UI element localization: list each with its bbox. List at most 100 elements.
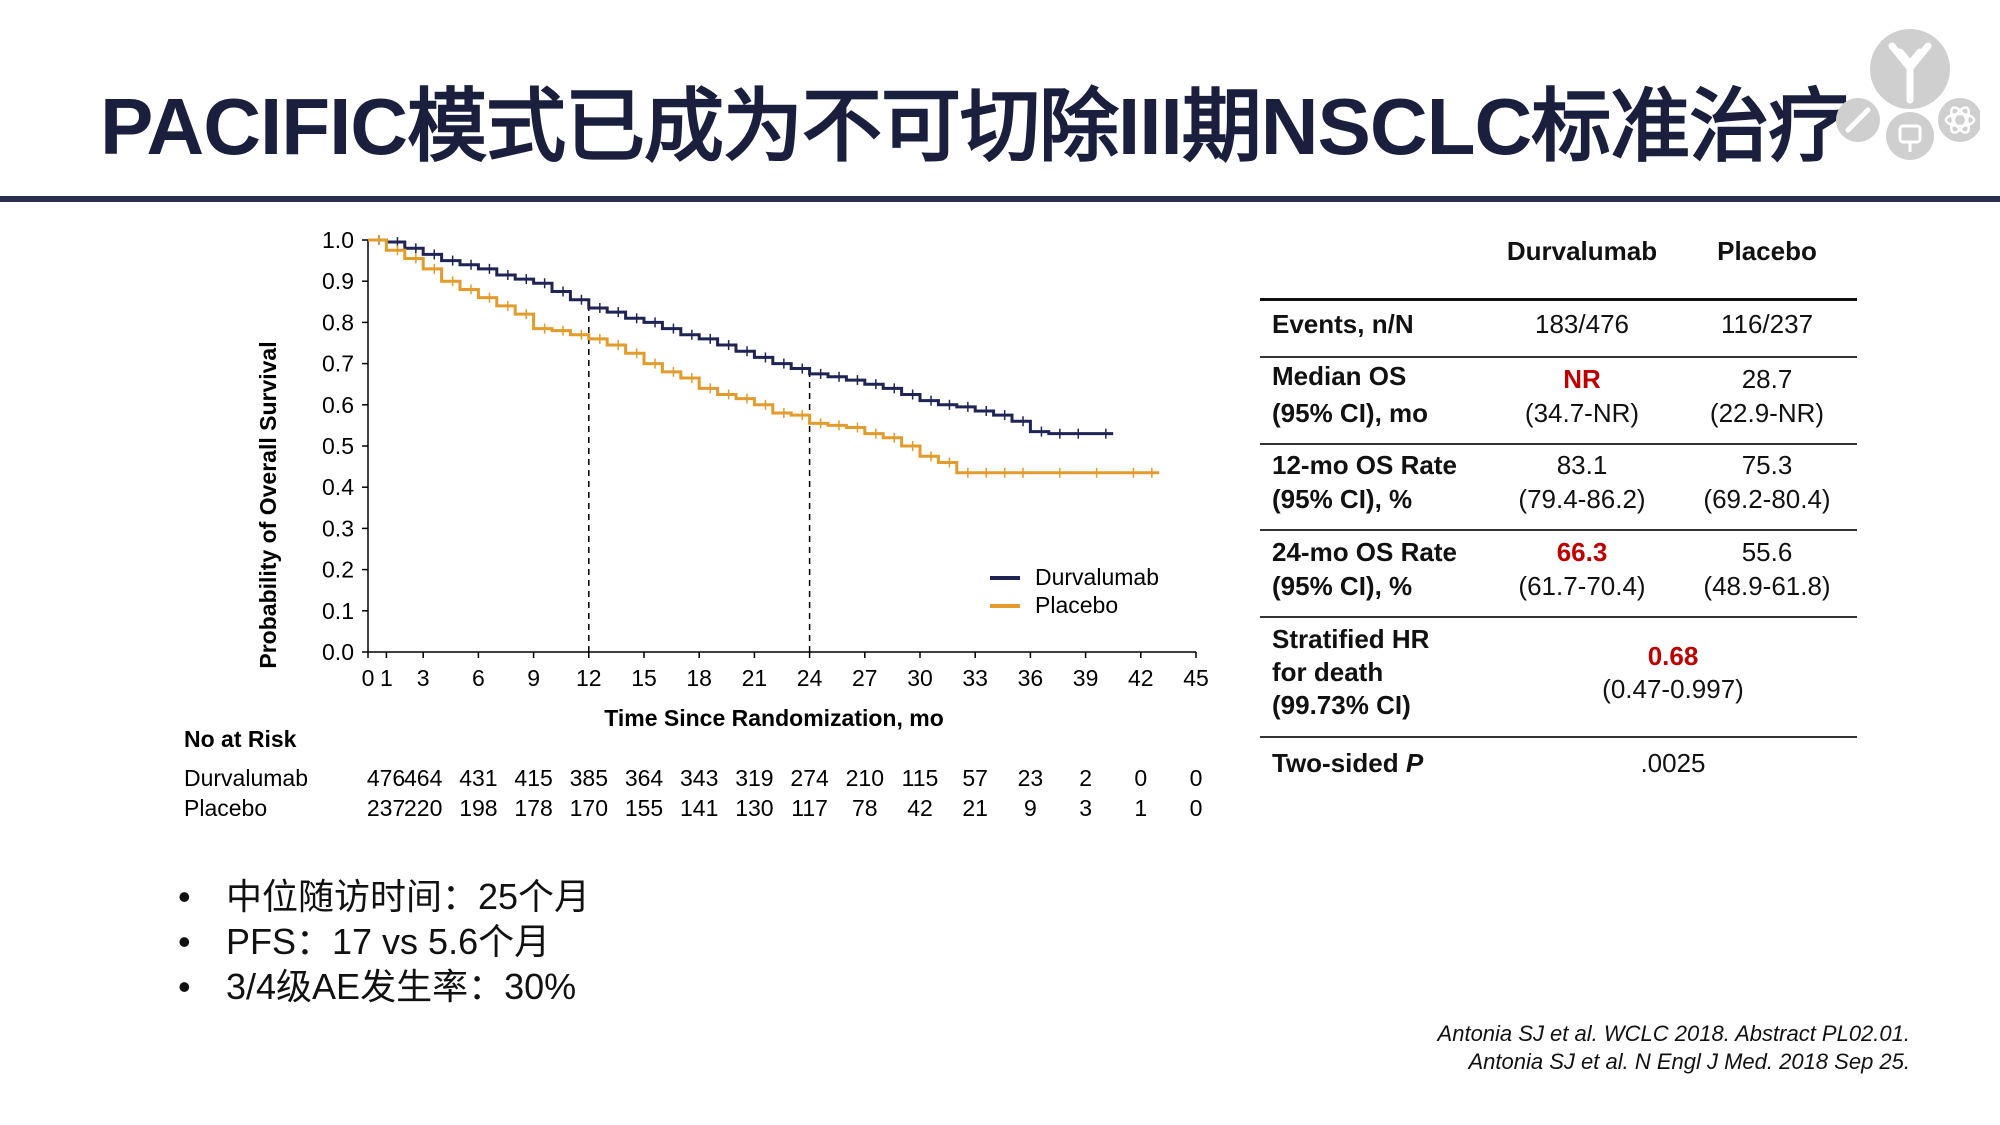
x-tick-label: 15 [631,665,657,691]
cell-median-os-placebo-ci: (22.9-NR) [1709,398,1825,428]
cell-24mo-durva-ci: (61.7-70.4) [1518,571,1646,601]
row-label-12mo-1: 12-mo OS Rate [1272,450,1457,480]
risk-value: 431 [459,765,497,791]
cell-24mo-placebo: 55.6 [1741,537,1793,567]
risk-value: 78 [852,795,878,821]
cell-hr-value: 0.68 [1647,641,1699,671]
x-tick-label: 1 [380,665,393,691]
risk-value: 117 [791,795,828,821]
y-tick-label: 0.5 [322,433,354,459]
cell-12mo-durva: 83.1 [1556,450,1608,480]
risk-value: 319 [735,765,773,791]
bullet-item: • 3/4级AE发生率：30% [178,966,577,1007]
tick-labels: 0.00.10.20.30.40.50.60.70.80.91.00 1 3 6 9 12… [322,227,1209,691]
cell-12mo-placebo-ci: (69.2-80.4) [1703,484,1831,514]
cell-p-value: .0025 [1640,748,1706,778]
risk-value: 170 [570,795,608,821]
risk-value: 57 [962,765,988,791]
risk-value: 464 [404,765,443,791]
x-tick-label: 12 [576,665,602,691]
reference-line: Antonia SJ et al. WCLC 2018. Abstract PL… [1437,1021,1910,1046]
table-rule [1260,736,1857,738]
bullet-item: • 中位随访时间：25个月 [178,876,591,917]
table-rule [1260,529,1857,531]
risk-value: 42 [907,795,933,821]
row-label-24mo-1: 24-mo OS Rate [1272,537,1457,567]
risk-value: 0 [1190,765,1203,791]
risk-value: 237 [367,795,405,821]
table-rule [1260,616,1857,618]
row-label-median-os-1: Median OS [1272,361,1407,391]
reference-lines [588,307,811,652]
row-label-12mo-2: (95% CI), % [1272,484,1413,514]
x-tick-label: 9 [527,665,540,691]
x-tick-label: 42 [1128,665,1154,691]
bullet-item: • PFS：17 vs 5.6个月 [178,921,551,962]
col-header-durvalumab: Durvalumab [1506,236,1658,266]
references: Antonia SJ et al. WCLC 2018. Abstract PL… [1438,1020,1910,1076]
km-curve-placebo [368,238,1160,475]
table-rule [1260,443,1857,445]
legend: Durvalumab Placebo [990,564,1159,618]
risk-value: 0 [1190,795,1203,821]
table-rule [1260,356,1857,358]
risk-value: 274 [790,765,829,791]
x-tick-label: 21 [742,665,768,691]
risk-value: 2 [1079,765,1092,791]
x-tick-label: 45 [1183,665,1209,691]
y-tick-label: 0.7 [322,351,354,377]
y-tick-label: 0.6 [322,392,354,418]
y-axis-label: Probability of Overall Survival [255,341,281,668]
x-tick-label: 27 [852,665,878,691]
risk-value: 3 [1079,795,1092,821]
risk-value: 210 [846,765,884,791]
x-tick-label: 3 [417,665,430,691]
cell-events-placebo: 116/237 [1720,309,1814,339]
x-tick-label: 39 [1073,665,1099,691]
risk-value: 0 [1134,765,1147,791]
x-tick-label: 30 [907,665,933,691]
cell-median-os-durva-ci: (34.7-NR) [1524,398,1640,428]
x-tick-label: 36 [1018,665,1044,691]
x-axis-label: Time Since Randomization, mo [604,705,944,731]
y-tick-label: 0.0 [322,639,354,665]
key-points-list: • 中位随访时间：25个月 • PFS：17 vs 5.6个月 • 3/4级AE发生率… [178,874,590,1009]
slide-title: PACIFIC模式已成为不可切除III期NSCLC标准治疗 [100,82,1848,171]
risk-value: 415 [514,765,552,791]
risk-value: 155 [625,795,663,821]
risk-value: 178 [514,795,552,821]
y-tick-label: 0.2 [322,557,354,583]
cell-median-os-placebo: 28.7 [1741,364,1793,394]
y-tick-label: 0.3 [322,515,354,541]
x-tick-label: 24 [797,665,823,691]
km-curve-durvalumab [368,238,1114,436]
y-tick-label: 0.8 [322,309,354,335]
y-tick-label: 0.4 [322,474,354,500]
risk-value: 21 [962,795,988,821]
risk-value: 9 [1024,795,1037,821]
antibody-molecule-logo-icon [1836,29,1980,160]
risk-value: 385 [570,765,608,791]
legend-label-placebo: Placebo [1035,592,1118,618]
risk-value: 115 [902,765,939,791]
cell-median-os-durva: NR [1563,364,1601,394]
y-tick-label: 1.0 [322,227,354,253]
row-label-24mo-2: (95% CI), % [1272,571,1413,601]
risk-value: 220 [404,795,442,821]
risk-value: 364 [625,765,664,791]
x-tick-label: 18 [686,665,712,691]
risk-value: 1 [1134,795,1147,821]
y-tick-label: 0.1 [322,598,354,624]
cell-12mo-durva-ci: (79.4-86.2) [1518,484,1646,514]
row-label-p-value: Two-sided P [1272,748,1424,778]
risk-value: 23 [1018,765,1044,791]
cell-24mo-durva: 66.3 [1556,537,1608,567]
x-tick-label: 6 [472,665,485,691]
row-label-median-os-2: (95% CI), mo [1272,398,1429,428]
risk-row-label-placebo: Placebo [184,795,267,821]
cell-24mo-placebo-ci: (48.9-61.8) [1703,571,1831,601]
col-header-placebo: Placebo [1717,236,1817,266]
risk-value: 141 [680,795,718,821]
